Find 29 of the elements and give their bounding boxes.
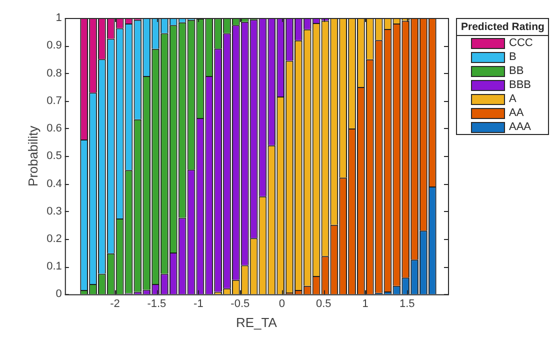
- legend-label: AAA: [509, 121, 532, 133]
- legend-label: AA: [509, 107, 524, 119]
- x-tick-label: 1.5: [399, 298, 415, 310]
- y-tick-label: 0.4: [46, 178, 62, 190]
- x-tick-label: 0: [278, 298, 285, 310]
- y-tick-label: 0.5: [46, 150, 62, 162]
- y-tick-label: 0: [56, 288, 62, 300]
- y-tick-label: 0.7: [46, 94, 62, 107]
- legend-label: A: [509, 93, 516, 105]
- legend-label: BB: [509, 65, 524, 77]
- legend-label: CCC: [509, 37, 533, 49]
- legend-label: B: [509, 51, 516, 63]
- y-tick-label: 0.1: [46, 260, 62, 273]
- y-tick-label: 0.9: [46, 40, 62, 52]
- x-tick-label: -1.5: [147, 298, 166, 310]
- x-tick-label: -2: [110, 298, 120, 310]
- y-tick-label: 0.6: [46, 122, 62, 135]
- legend-label: BBB: [509, 79, 532, 91]
- y-tick-label: 0.3: [46, 205, 62, 218]
- x-tick-label: 1: [362, 298, 368, 310]
- x-axis-title: RE_TA: [236, 314, 278, 330]
- y-tick-label: 1: [56, 12, 62, 24]
- x-tick-label: -1: [194, 298, 204, 310]
- y-tick-label: 0.2: [46, 232, 62, 245]
- x-tick-label: 0.5: [316, 298, 332, 310]
- y-tick-label: 0.8: [46, 67, 62, 80]
- x-tick-label: -0.5: [230, 298, 250, 310]
- legend-title: Predicted Rating: [457, 19, 548, 36]
- y-axis-title: Probability: [25, 125, 40, 186]
